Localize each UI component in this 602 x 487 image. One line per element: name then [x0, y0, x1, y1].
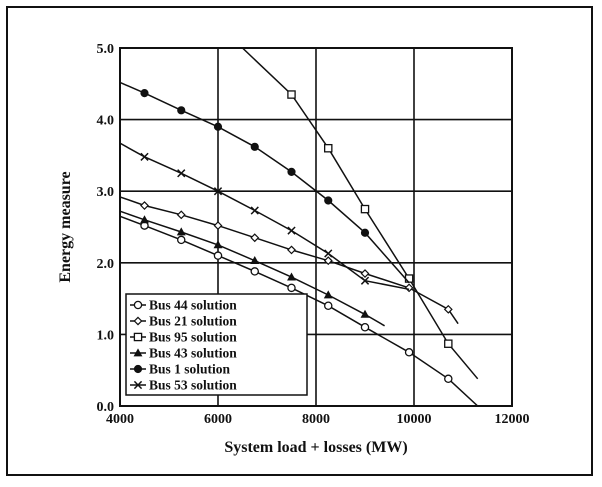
data-point-bus-21-solution	[250, 233, 260, 243]
series-line-bus-1-solution	[120, 81, 410, 284]
data-point-bus-53-solution	[287, 226, 296, 235]
data-point-bus-21-solution	[404, 283, 414, 293]
data-point-bus-21-solution	[176, 210, 186, 220]
data-point-bus-44-solution	[287, 283, 296, 293]
x-tick-label: 12000	[495, 412, 530, 427]
data-point-bus-1-solution	[287, 167, 296, 176]
data-point-bus-21-solution	[287, 245, 296, 255]
series-layer	[120, 48, 479, 406]
legend-marker	[133, 364, 143, 374]
legend-item-bus-44-solution: Bus 44 solution	[130, 298, 237, 313]
legend-label: Bus 53 solution	[149, 378, 237, 393]
data-point-bus-53-solution	[250, 206, 259, 215]
x-tick-label: 8000	[302, 412, 330, 427]
series-bus-53-solution	[120, 142, 410, 291]
series-bus-95-solution	[241, 48, 479, 380]
legend-marker	[133, 300, 143, 310]
x-stroke	[360, 276, 370, 285]
x-stroke	[250, 206, 259, 215]
data-point-bus-53-solution	[177, 169, 186, 178]
data-point-bus-43-solution	[250, 256, 260, 265]
x-stroke	[133, 380, 143, 390]
data-point-bus-44-solution	[444, 374, 453, 384]
data-point-bus-53-solution	[360, 276, 370, 285]
y-tick-label: 3.0	[97, 185, 115, 200]
x-axis-title: System load + losses (MW)	[224, 439, 407, 456]
y-tick-label: 0.0	[97, 400, 115, 415]
legend-marker	[133, 316, 143, 326]
figure-frame	[6, 6, 593, 476]
data-point-bus-43-solution	[140, 215, 149, 224]
series-bus-44-solution	[120, 215, 479, 406]
data-point-bus-1-solution	[177, 106, 186, 115]
legend-label: Bus 43 solution	[149, 346, 237, 361]
data-point-bus-44-solution	[323, 301, 333, 311]
legend-label: Bus 1 solution	[149, 362, 231, 377]
data-point-bus-1-solution	[213, 122, 223, 131]
data-point-bus-43-solution	[323, 290, 333, 299]
data-point-bus-43-solution	[213, 240, 223, 249]
data-point-bus-95-solution	[287, 90, 296, 99]
legend-box	[125, 293, 308, 396]
data-point-bus-21-solution	[213, 221, 223, 231]
y-axis-title: Energy measure	[57, 171, 74, 282]
y-tick-label: 4.0	[97, 114, 115, 129]
plot-border	[119, 47, 513, 407]
data-point-bus-44-solution	[404, 348, 414, 357]
x-tick-label: 6000	[204, 412, 232, 427]
legend-item-bus-43-solution: Bus 43 solution	[130, 346, 237, 361]
legend-item-bus-1-solution: Bus 1 solution	[130, 362, 231, 377]
legend-label: Bus 95 solution	[149, 330, 237, 345]
tick-layer: 4000 6000 8000 10000 12000 0.0 1.0 2.0 3.0 4.0 5.0	[97, 42, 530, 427]
y-tick-label: 1.0	[97, 328, 115, 343]
data-point-bus-1-solution	[250, 142, 259, 151]
legend-label: Bus 44 solution	[149, 298, 237, 313]
data-point-bus-1-solution	[140, 89, 149, 98]
data-point-bus-53-solution	[324, 249, 333, 258]
x-stroke	[140, 152, 149, 161]
series-bus-21-solution	[120, 196, 459, 325]
legend-marker	[133, 380, 143, 390]
y-tick-label: 5.0	[97, 42, 115, 57]
data-point-bus-21-solution	[360, 269, 370, 278]
data-point-bus-95-solution	[444, 339, 453, 348]
legend-marker	[133, 332, 143, 342]
x-tick-label: 4000	[106, 412, 134, 427]
data-point-bus-44-solution	[250, 267, 259, 276]
data-point-bus-53-solution	[140, 152, 149, 161]
x-tick-label: 10000	[397, 412, 432, 427]
legend-item-bus-53-solution: Bus 53 solution	[130, 378, 237, 393]
data-point-bus-1-solution	[360, 228, 370, 237]
data-point-bus-21-solution	[323, 256, 333, 266]
x-stroke	[324, 249, 333, 258]
series-line-bus-53-solution	[120, 142, 410, 291]
data-point-bus-21-solution	[443, 304, 453, 314]
x-stroke	[213, 187, 223, 196]
data-point-bus-43-solution	[287, 272, 296, 281]
x-stroke	[177, 169, 186, 178]
y-tick-label: 2.0	[97, 257, 115, 272]
data-point-bus-43-solution	[360, 309, 370, 318]
data-point-bus-1-solution	[324, 196, 333, 205]
legend-item-bus-21-solution: Bus 21 solution	[130, 314, 237, 329]
data-point-bus-53-solution	[213, 187, 223, 196]
series-bus-1-solution	[120, 81, 410, 284]
legend-item-bus-95-solution: Bus 95 solution	[130, 330, 237, 345]
data-point-bus-44-solution	[213, 251, 223, 260]
data-point-bus-95-solution	[360, 204, 370, 214]
x-stroke	[287, 226, 296, 235]
data-point-bus-95-solution	[323, 143, 333, 153]
legend-label: Bus 21 solution	[149, 314, 237, 329]
data-point-bus-44-solution	[176, 235, 186, 245]
data-point-bus-44-solution	[360, 322, 370, 332]
legend-marker	[133, 348, 143, 357]
data-point-bus-43-solution	[176, 227, 186, 236]
data-point-bus-21-solution	[140, 201, 149, 210]
series-bus-43-solution	[120, 210, 385, 327]
